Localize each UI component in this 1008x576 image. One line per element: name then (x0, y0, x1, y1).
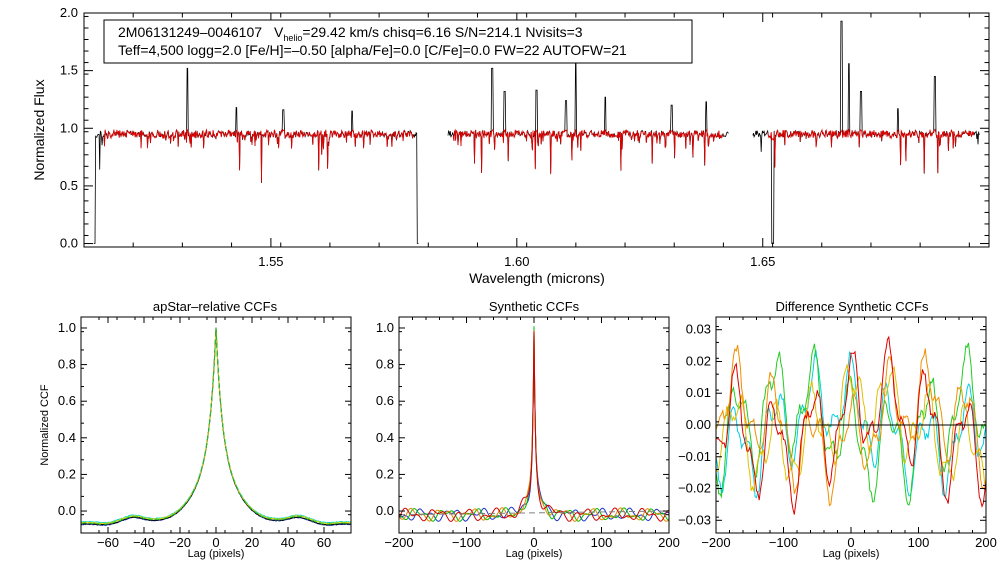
difference-ccf-line-diff-orange (715, 344, 987, 507)
synthetic-ccf-x-axis-title: Lag (pixels) (506, 548, 563, 560)
x-tick-label: 100 (591, 535, 613, 550)
spectrum-x-axis-title: Wavelength (microns) (469, 270, 605, 286)
y-tick-label: −0.02 (678, 481, 711, 496)
synthetic-ccf-baseline (398, 510, 670, 516)
synthetic-ccf-ticks (398, 317, 670, 534)
apstar-ccf-line-visit-2 (80, 327, 352, 527)
y-tick-label: 0.0 (376, 503, 394, 518)
spectrum-observed-line (447, 62, 729, 174)
x-tick-label: −200 (384, 535, 413, 550)
y-tick-label: 0.8 (376, 357, 394, 372)
synthetic-ccf-y-tick-labels: 0.0 0.2 0.4 0.6 0.8 1.0 (376, 320, 394, 518)
y-tick-label: 1.0 (376, 320, 394, 335)
y-tick-label: 0.2 (58, 466, 76, 481)
x-tick-label: 1.60 (504, 254, 529, 269)
x-tick-label: 200 (658, 535, 680, 550)
synthetic-ccf-x-tick-labels: −200 −100 0 100 200 (384, 535, 680, 550)
y-tick-label: 0.4 (376, 430, 394, 445)
vhelio-value: =29.42 km/s chisq=6.16 S/N=214.1 Nvisits… (302, 24, 582, 40)
difference-ccf-line-diff-green (715, 342, 987, 506)
y-tick-label: −0.01 (678, 449, 711, 464)
x-tick-label: 0 (847, 535, 854, 550)
y-tick-label: −0.03 (678, 512, 711, 527)
difference-ccf-ticks (715, 317, 987, 534)
spectrum-model-line (452, 128, 724, 175)
x-tick-label: −100 (769, 535, 798, 550)
x-tick-label: 200 (975, 535, 997, 550)
y-tick-label: 0.01 (686, 385, 711, 400)
spectrum-x-tick-labels: 1.55 1.60 1.65 (258, 254, 775, 269)
y-tick-label: 0.5 (60, 178, 78, 193)
info-line-2: Teff=4,500 logg=2.0 [Fe/H]=–0.50 [alpha/… (118, 42, 627, 58)
x-tick-label: −200 (701, 535, 730, 550)
apstar-ccf-ticks (80, 317, 352, 534)
apstar-ccf-x-axis-title: Lag (pixels) (188, 548, 245, 560)
y-tick-label: 0.6 (58, 393, 76, 408)
difference-ccf-line-diff-yellow (715, 363, 986, 492)
vhelio-symbol: V (274, 24, 284, 40)
synthetic-ccf-plot-area (398, 326, 670, 522)
x-tick-label: 100 (908, 535, 930, 550)
synthetic-ccf-line-visit-4 (398, 331, 670, 522)
difference-ccf-plot-area (715, 335, 987, 515)
y-tick-label: 0.00 (686, 417, 711, 432)
apstar-ccf-y-tick-labels: 0.0 0.2 0.4 0.6 0.8 1.0 (58, 320, 76, 518)
apstar-ccf-x-tick-labels: −60 −40 −20 0 20 40 60 (97, 535, 331, 550)
difference-ccf-line-diff-red (715, 335, 987, 515)
difference-ccf-title: Difference Synthetic CCFs (776, 299, 929, 314)
difference-ccf-panel: Difference Synthetic CCFs −0.03−0.02−0.0… (678, 299, 997, 560)
x-tick-label: −100 (452, 535, 481, 550)
y-tick-label: 0.0 (58, 503, 76, 518)
spectrum-y-axis-title: Normalized Flux (31, 79, 47, 180)
spectrum-y-tick-labels: 0.0 0.5 1.0 1.5 2.0 (60, 5, 78, 251)
apstar-ccf-line-visit-1 (80, 328, 352, 524)
y-tick-label: 0.2 (376, 466, 394, 481)
apstar-ccf-line-combined (80, 327, 352, 525)
y-tick-label: 0.4 (58, 430, 76, 445)
apstar-ccf-line-visit-3 (80, 327, 351, 526)
spectrum-observed-line (93, 67, 419, 244)
y-tick-label: 0.03 (686, 322, 711, 337)
difference-ccf-y-tick-labels: −0.03 −0.02 −0.01 0.00 0.01 0.02 0.03 (678, 322, 711, 528)
y-tick-label: 2.0 (60, 5, 78, 20)
synthetic-ccf-title: Synthetic CCFs (489, 299, 580, 314)
y-tick-label: 1.0 (58, 320, 76, 335)
difference-ccf-x-axis-title: Lag (pixels) (823, 548, 880, 560)
spectrum-panel: 0.0 0.5 1.0 1.5 2.0 1.55 1.60 1.65 Wavelength … (31, 5, 990, 286)
apstar-ccf-panel: apStar–relative CCFs 0.00.20.40.60.81.0 … (39, 299, 352, 560)
y-tick-label: 1.5 (60, 63, 78, 78)
apstar-ccf-y-axis-title: Normalized CCF (39, 384, 51, 466)
y-tick-label: 0.0 (60, 236, 78, 251)
info-line-1: 2M06131249–0046107 Vhelio=29.42 km/s chis… (118, 24, 583, 43)
x-tick-label: −60 (97, 535, 119, 550)
star-id: 2M06131249–0046107 (118, 24, 262, 40)
spectrum-info-box: 2M06131249–0046107 Vhelio=29.42 km/s chis… (103, 19, 693, 64)
apstar-ccf-title: apStar–relative CCFs (153, 299, 278, 314)
y-tick-label: 0.6 (376, 393, 394, 408)
x-tick-label: −40 (133, 535, 155, 550)
x-tick-label: 1.65 (750, 254, 775, 269)
spectrum-axes-frame (83, 12, 990, 248)
difference-ccf-x-tick-labels: −200 −100 0 100 200 (701, 535, 997, 550)
x-tick-label: 0 (212, 535, 219, 550)
x-tick-label: 1.55 (258, 254, 283, 269)
apstar-ccf-plot-area (80, 327, 352, 527)
apstar-ccf-axes-frame (80, 316, 352, 534)
spectrum-model-line (767, 127, 975, 174)
x-tick-label: 0 (530, 535, 537, 550)
x-tick-label: 60 (317, 535, 331, 550)
y-tick-label: 0.8 (58, 357, 76, 372)
x-tick-label: 20 (245, 535, 259, 550)
spectrum-model-line (103, 128, 414, 183)
synthetic-ccf-panel: Synthetic CCFs 0.0 0.2 0.4 0.6 0.8 1.0 −200 −1… (376, 299, 680, 560)
x-tick-label: −20 (169, 535, 191, 550)
y-tick-label: 1.0 (60, 120, 78, 135)
vhelio-subscript: helio (283, 33, 302, 43)
x-tick-label: 40 (281, 535, 295, 550)
y-tick-label: 0.02 (686, 353, 711, 368)
apstar-ccf-line-visit-4 (80, 328, 352, 525)
info-box-frame (103, 19, 693, 64)
spectrum-plot-area (93, 20, 980, 244)
